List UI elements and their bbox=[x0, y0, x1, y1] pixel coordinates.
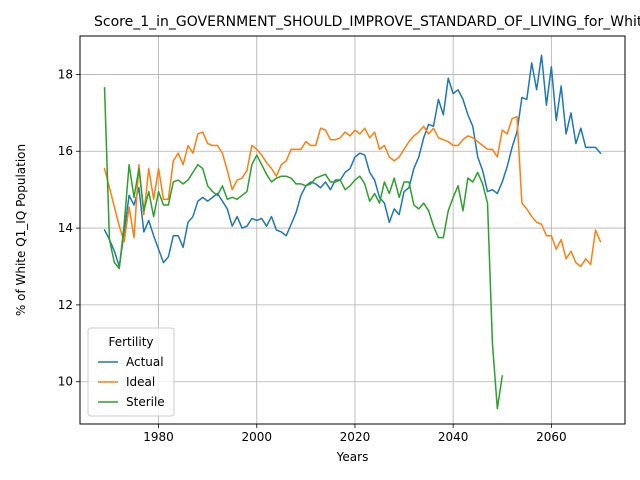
chart-title: Score_1_in_GOVERNMENT_SHOULD_IMPROVE_STA… bbox=[94, 14, 640, 30]
series-lines bbox=[103, 54, 602, 410]
y-tick-label: 18 bbox=[58, 67, 73, 81]
x-tick-label: 1980 bbox=[143, 430, 174, 444]
y-tick-label: 16 bbox=[58, 144, 73, 158]
x-tick-label: 2040 bbox=[438, 430, 469, 444]
series-line-sterile bbox=[103, 87, 504, 410]
x-tick-label: 2060 bbox=[536, 430, 567, 444]
axis-ticks: 1980 2000 2020 2040 2060 10 12 14 16 18 bbox=[58, 67, 567, 444]
x-axis-label: Years bbox=[336, 450, 369, 464]
y-axis-label: % of White Q1_IQ Population bbox=[14, 144, 28, 316]
y-tick-label: 12 bbox=[58, 298, 73, 312]
series-line-ideal bbox=[103, 115, 602, 268]
x-tick-label: 2000 bbox=[241, 430, 272, 444]
y-tick-label: 10 bbox=[58, 375, 73, 389]
legend-box bbox=[87, 327, 175, 417]
legend-entries: Actual Ideal Sterile bbox=[98, 355, 165, 409]
plot-frame bbox=[79, 35, 626, 425]
legend-label-sterile: Sterile bbox=[126, 395, 165, 409]
x-tick-label: 2020 bbox=[340, 430, 371, 444]
legend: Fertility Actual Ideal Sterile bbox=[87, 327, 175, 417]
legend-label-actual: Actual bbox=[126, 355, 164, 369]
legend-label-ideal: Ideal bbox=[126, 375, 155, 389]
legend-title: Fertility bbox=[108, 335, 153, 349]
y-tick-label: 14 bbox=[58, 221, 73, 235]
